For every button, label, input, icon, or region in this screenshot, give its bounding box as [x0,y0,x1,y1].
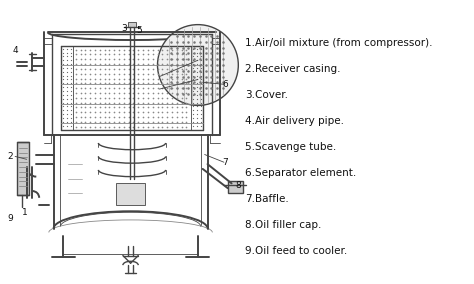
Text: 9: 9 [8,214,13,224]
Text: 4.Air delivery pipe.: 4.Air delivery pipe. [245,116,344,126]
Text: 9.Oil feed to cooler.: 9.Oil feed to cooler. [245,246,347,256]
Text: 7.Baffle.: 7.Baffle. [245,194,288,204]
Text: 2: 2 [8,152,13,161]
Text: 3: 3 [121,24,127,33]
Text: 6.Separator element.: 6.Separator element. [245,168,356,178]
Text: 5.Scavenge tube.: 5.Scavenge tube. [245,142,336,152]
Text: 7: 7 [222,158,228,167]
Text: 4: 4 [12,46,18,55]
Text: 1: 1 [22,208,27,217]
Bar [17,142,28,195]
Bar [228,181,243,193]
Text: 2.Receiver casing.: 2.Receiver casing. [245,64,340,74]
Text: 8.Oil filler cap.: 8.Oil filler cap. [245,220,321,230]
Text: 6: 6 [222,80,228,89]
Bar [116,183,145,204]
Bar [128,22,136,26]
Text: 5: 5 [136,26,142,35]
Circle shape [157,25,238,105]
Text: 8: 8 [236,181,241,190]
Text: 1.Air/oil mixture (from compressor).: 1.Air/oil mixture (from compressor). [245,38,432,48]
Text: 3.Cover.: 3.Cover. [245,90,288,100]
